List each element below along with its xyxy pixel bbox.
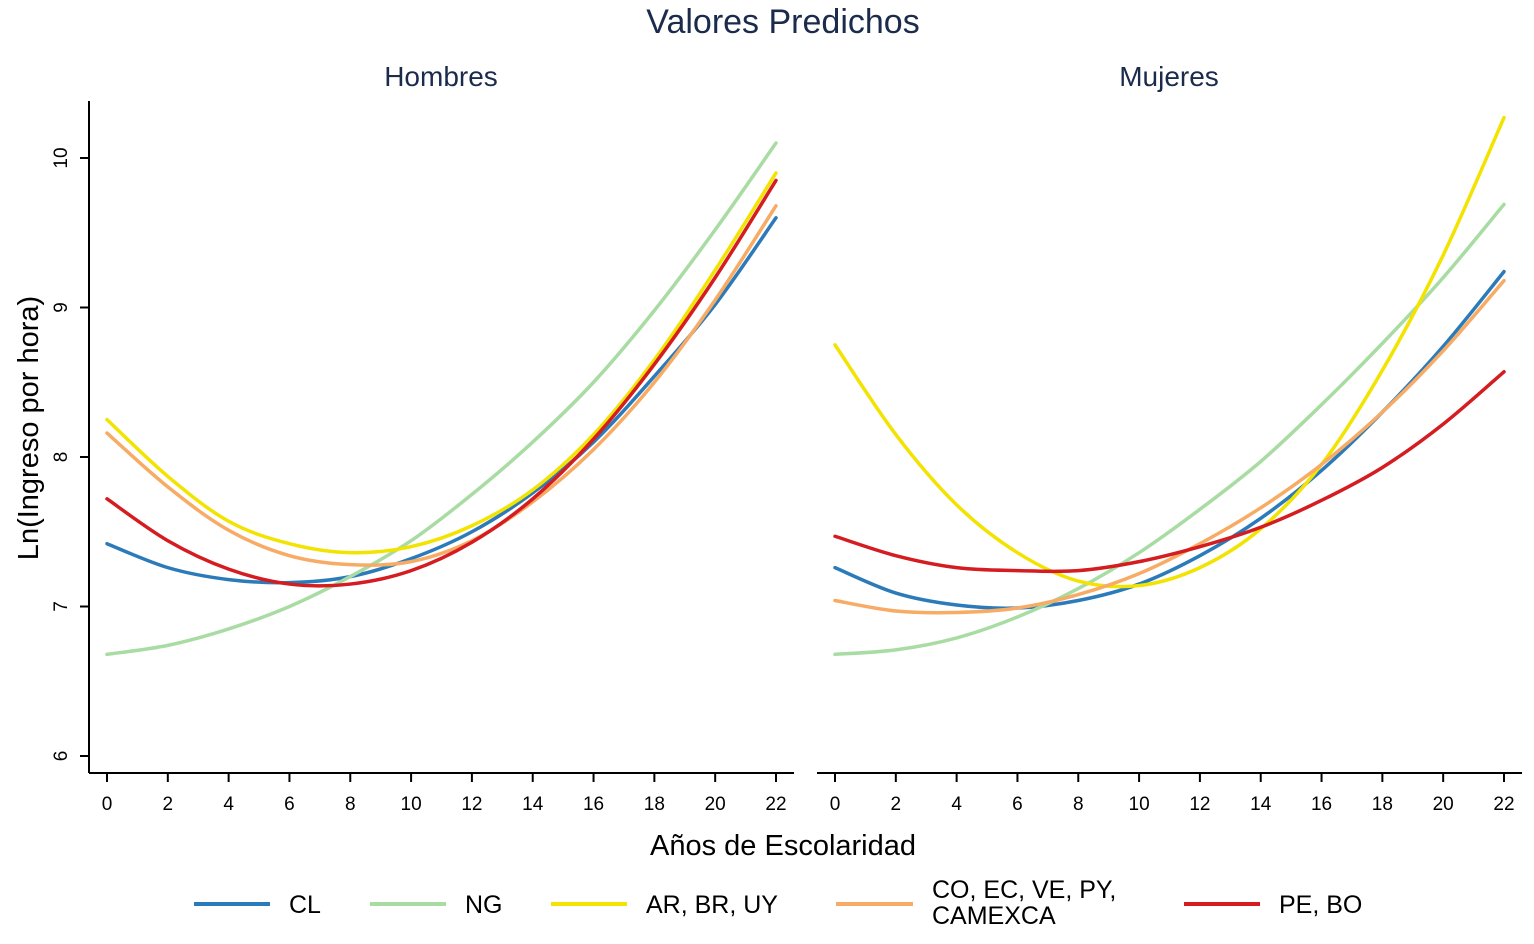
x-tick-label: 4 xyxy=(951,794,962,815)
x-tick-label: 16 xyxy=(1311,794,1332,815)
x-tick-label: 6 xyxy=(1012,794,1023,815)
y-tick-label: 7 xyxy=(51,601,72,612)
y-tick-label: 10 xyxy=(51,147,72,168)
y-axis-title: Ln(Ingreso por hora) xyxy=(13,296,45,560)
legend-label: CL xyxy=(289,891,321,919)
legend-item: CL xyxy=(194,891,321,919)
y-tick-label: 9 xyxy=(51,302,72,313)
series-line-ng xyxy=(105,141,778,657)
legend-label: NG xyxy=(465,891,503,919)
x-tick-label: 10 xyxy=(401,794,422,815)
series-line-ng xyxy=(833,202,1506,657)
x-tick-label: 12 xyxy=(1189,794,1210,815)
series-line-ar-br-uy xyxy=(833,115,1506,589)
series-line-pe-bo xyxy=(105,178,778,588)
legend-label: AR, BR, UY xyxy=(646,891,778,919)
x-tick-label: 20 xyxy=(1433,794,1454,815)
panel-title: Mujeres xyxy=(1119,61,1219,92)
legend-item: AR, BR, UY xyxy=(551,891,778,919)
x-tick-label: 8 xyxy=(345,794,356,815)
x-tick-label: 22 xyxy=(765,794,786,815)
legend-label: CO, EC, VE, PY, xyxy=(932,876,1116,904)
panels: Hombres 0 2 4 6 8 10 12 14 16 18 20 22 6 7 8 9 10 Mujeres 0… xyxy=(51,61,1522,815)
x-tick-label: 12 xyxy=(461,794,482,815)
panel-mujeres: Mujeres 0 2 4 6 8 10 12 14 16 18 20 22 xyxy=(817,61,1522,815)
series-line-ar-br-uy xyxy=(105,171,778,555)
legend-label: CAMEXCA xyxy=(932,902,1056,930)
series-line-co-ec-ve-py-camexca xyxy=(105,204,778,567)
x-tick-label: 8 xyxy=(1073,794,1084,815)
x-tick-label: 2 xyxy=(163,794,174,815)
x-tick-label: 14 xyxy=(1250,794,1272,815)
y-tick-label: 8 xyxy=(51,452,72,463)
panel-title: Hombres xyxy=(384,61,498,92)
x-tick-label: 0 xyxy=(102,794,113,815)
x-tick-label: 14 xyxy=(522,794,544,815)
legend-item: CO, EC, VE, PY,CAMEXCA xyxy=(836,876,1116,930)
series-line-cl xyxy=(105,216,778,585)
x-tick-label: 20 xyxy=(705,794,726,815)
legend: CL NG AR, BR, UY CO, EC, VE, PY,CAMEXCA PE, … xyxy=(194,876,1362,930)
x-tick-label: 18 xyxy=(1372,794,1393,815)
legend-label: PE, BO xyxy=(1279,891,1362,919)
x-tick-label: 16 xyxy=(583,794,604,815)
series-line-pe-bo xyxy=(833,370,1506,574)
x-tick-label: 10 xyxy=(1129,794,1150,815)
chart-title: Valores Predichos xyxy=(646,3,919,41)
x-tick-label: 0 xyxy=(830,794,841,815)
legend-item: NG xyxy=(370,891,503,919)
x-tick-label: 2 xyxy=(891,794,902,815)
x-tick-label: 4 xyxy=(223,794,234,815)
panel-hombres: Hombres 0 2 4 6 8 10 12 14 16 18 20 22 6 7 8 9 10 xyxy=(51,61,794,815)
x-tick-label: 6 xyxy=(284,794,295,815)
legend-item: PE, BO xyxy=(1184,891,1362,919)
x-tick-label: 18 xyxy=(644,794,665,815)
x-tick-label: 22 xyxy=(1493,794,1514,815)
y-tick-label: 6 xyxy=(51,751,72,762)
x-axis-title: Años de Escolaridad xyxy=(650,830,916,862)
